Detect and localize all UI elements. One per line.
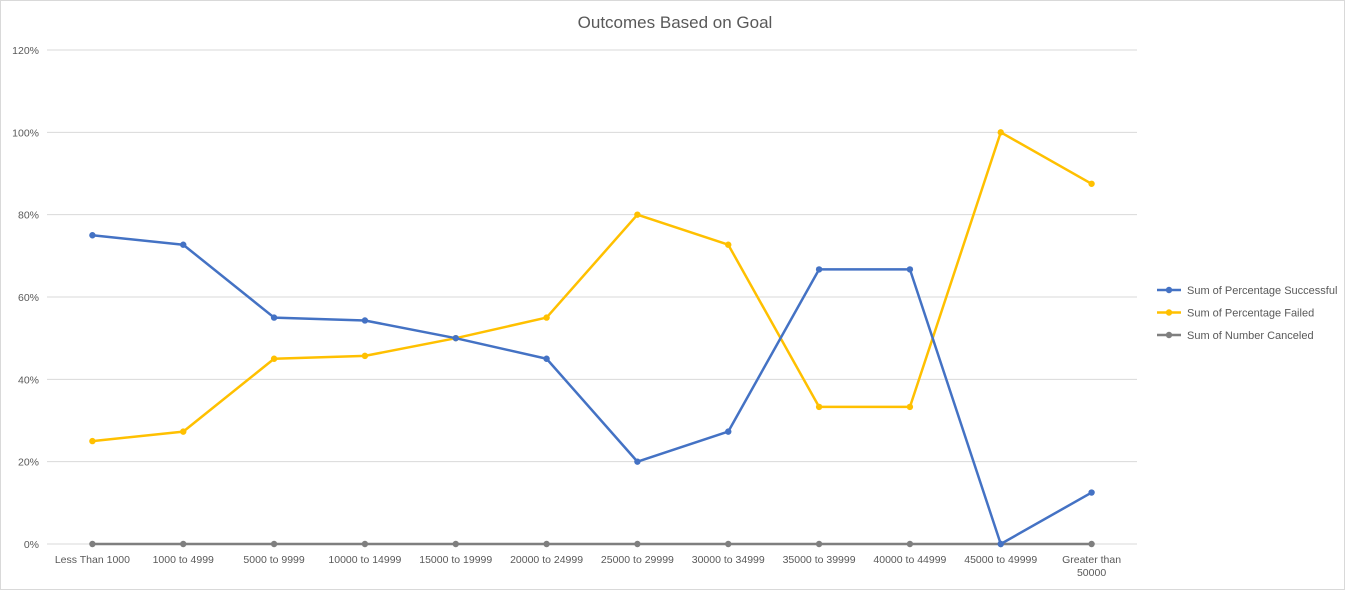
data-point — [543, 355, 550, 362]
data-point — [906, 266, 914, 273]
x-tick-label: Greater than 50000 — [1062, 554, 1121, 579]
y-tick-label: 60% — [18, 292, 39, 304]
data-point — [180, 540, 187, 548]
gridlines — [47, 49, 1137, 545]
x-tick-label: 30000 to 34999 — [692, 554, 765, 566]
data-point — [725, 428, 732, 435]
data-point — [543, 540, 550, 548]
x-tick-label: 25000 to 29999 — [601, 554, 674, 566]
legend-label: Sum of Percentage Successful — [1187, 285, 1337, 297]
data-point — [452, 540, 459, 548]
data-point — [361, 317, 369, 324]
data-point — [180, 241, 187, 248]
data-point — [997, 540, 1004, 548]
data-point — [634, 458, 641, 465]
x-tick-label: Less Than 1000 — [55, 554, 130, 566]
chart-title: Outcomes Based on Goal — [578, 13, 773, 32]
data-point — [725, 540, 732, 548]
legend-label: Sum of Number Canceled — [1187, 330, 1314, 342]
x-tick-label: 15000 to 19999 — [419, 554, 492, 566]
x-axis: Less Than 1000 1000 to 4999 5000 to 9999 10… — [55, 554, 1121, 579]
data-point — [1088, 489, 1095, 496]
data-point — [270, 355, 278, 362]
data-point — [997, 129, 1004, 136]
y-tick-label: 40% — [18, 374, 39, 386]
series-sum-of-percentage-successful — [89, 232, 1095, 548]
data-point — [270, 540, 278, 548]
x-tick-label: 45000 to 49999 — [964, 554, 1037, 566]
data-point — [452, 334, 459, 342]
data-point — [270, 314, 278, 321]
legend-label: Sum of Percentage Failed — [1187, 308, 1314, 320]
data-point — [543, 314, 550, 321]
data-point — [725, 241, 732, 248]
data-point — [906, 540, 914, 548]
series-group — [89, 129, 1095, 548]
data-point — [1088, 180, 1095, 187]
series-line — [92, 234, 1093, 546]
y-tick-label: 80% — [18, 210, 39, 222]
x-tick-label: 20000 to 24999 — [510, 554, 583, 566]
series-line — [92, 131, 1093, 443]
data-point — [89, 540, 96, 548]
legend: Sum of Percentage Successful Sum of Perce… — [1157, 285, 1337, 342]
series-sum-of-number-canceled — [89, 540, 1095, 548]
data-point — [180, 428, 187, 435]
legend-marker — [1165, 331, 1173, 339]
data-point — [634, 540, 641, 548]
legend-marker — [1165, 286, 1173, 294]
legend-marker — [1165, 309, 1173, 316]
legend-item: Sum of Number Canceled — [1157, 330, 1314, 342]
x-tick-label: 35000 to 39999 — [783, 554, 856, 566]
legend-item: Sum of Percentage Failed — [1157, 308, 1314, 320]
y-axis: 0% 20% 40% 60% 80% 100% 120% — [12, 45, 39, 551]
data-point — [361, 540, 369, 548]
data-point — [906, 403, 914, 411]
y-tick-label: 100% — [12, 127, 39, 139]
data-point — [815, 266, 823, 273]
data-point — [361, 352, 369, 360]
y-tick-label: 120% — [12, 45, 39, 57]
y-tick-label: 20% — [18, 457, 39, 469]
data-point — [815, 403, 823, 411]
x-tick-label: 1000 to 4999 — [153, 554, 214, 566]
y-tick-label: 0% — [24, 539, 39, 551]
x-tick-label: 10000 to 14999 — [328, 554, 401, 566]
x-tick-label: 5000 to 9999 — [243, 554, 304, 566]
data-point — [815, 540, 823, 548]
series-sum-of-percentage-failed — [89, 129, 1095, 445]
data-point — [89, 437, 96, 445]
data-point — [634, 211, 641, 218]
data-point — [1088, 540, 1095, 548]
legend-item: Sum of Percentage Successful — [1157, 285, 1337, 297]
x-tick-label: 40000 to 44999 — [873, 554, 946, 566]
data-point — [89, 232, 96, 239]
